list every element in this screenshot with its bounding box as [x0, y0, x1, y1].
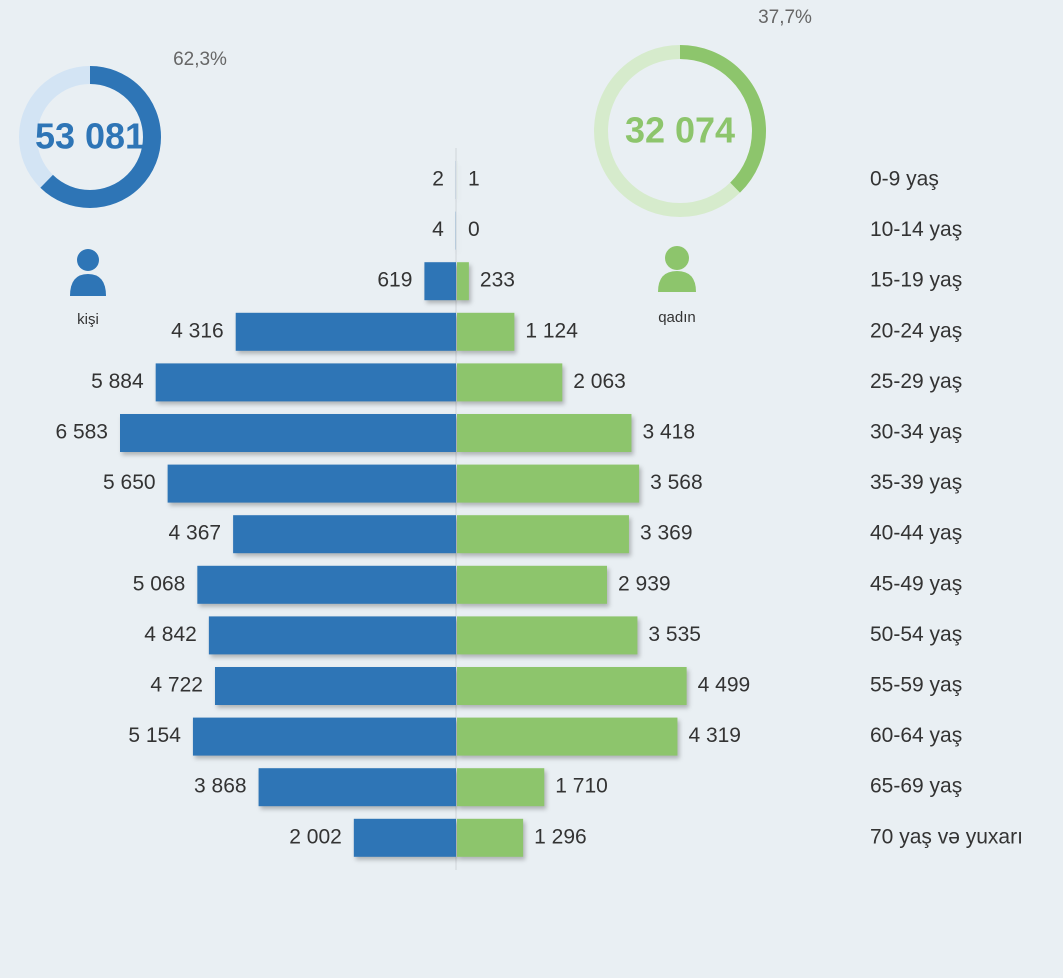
value-label: 619	[377, 269, 412, 292]
value-label: 2 939	[618, 572, 671, 595]
value-label: 4 842	[144, 623, 197, 646]
bar	[214, 667, 456, 705]
value-label: 5 154	[128, 724, 181, 747]
value-label: 4 722	[150, 674, 203, 697]
category-label: 40-44 yaş	[870, 522, 962, 545]
value-label: 2	[432, 168, 444, 191]
bar	[457, 717, 678, 756]
value-label: 3 369	[640, 522, 693, 545]
category-label: 60-64 yaş	[870, 724, 962, 747]
category-label: 15-19 yaş	[870, 269, 962, 292]
bar	[424, 262, 456, 301]
bar	[457, 667, 687, 705]
value-label: 233	[480, 269, 515, 292]
value-label: 6 583	[55, 421, 108, 444]
value-label: 1	[468, 168, 480, 191]
share-label: 37,7%	[758, 7, 812, 28]
category-label: 35-39 yaş	[870, 471, 962, 494]
category-label: 45-49 yaş	[870, 572, 962, 595]
value-label: 5 650	[103, 471, 156, 494]
category-label: 55-59 yaş	[870, 674, 962, 697]
bar	[457, 312, 515, 351]
bar	[155, 363, 456, 402]
value-label: 4 367	[169, 522, 222, 545]
bar	[197, 565, 456, 604]
legend-label: qadın	[658, 309, 696, 326]
donut-arc	[19, 66, 161, 208]
share-label: 62,3%	[173, 49, 227, 70]
value-label: 2 002	[289, 825, 342, 848]
bar	[353, 818, 456, 857]
bar	[457, 464, 640, 503]
value-label: 3 568	[650, 471, 703, 494]
category-label: 30-34 yaş	[870, 421, 962, 444]
bar	[258, 768, 456, 807]
value-label: 1 124	[525, 319, 578, 342]
value-label: 5 068	[133, 572, 186, 595]
female-icon	[658, 246, 696, 292]
value-label: 2 063	[573, 370, 626, 393]
bar	[235, 312, 456, 351]
bar	[120, 414, 456, 452]
category-label: 65-69 yaş	[870, 775, 962, 798]
value-label: 5 884	[91, 370, 144, 393]
bar	[167, 464, 456, 503]
value-label: 4 316	[171, 319, 224, 342]
value-label: 3 535	[648, 623, 701, 646]
category-label: 0-9 yaş	[870, 168, 939, 191]
value-label: 3 868	[194, 775, 247, 798]
bar	[192, 717, 457, 756]
legend-label: kişi	[77, 311, 99, 328]
value-label: 1 296	[534, 825, 587, 848]
male-icon	[70, 249, 106, 296]
bar	[457, 414, 632, 452]
bar	[457, 768, 545, 807]
value-label: 4	[432, 218, 444, 241]
bar	[233, 515, 456, 554]
bar	[457, 565, 608, 604]
category-label: 50-54 yaş	[870, 623, 962, 646]
bar	[457, 616, 638, 655]
category-label: 10-14 yaş	[870, 218, 962, 241]
category-label: 25-29 yaş	[870, 370, 962, 393]
bar	[457, 515, 629, 554]
bar	[457, 262, 469, 301]
value-label: 0	[468, 218, 480, 241]
total-label: 32 074	[625, 110, 735, 151]
category-label: 70 yaş və yuxarı	[870, 825, 1023, 848]
value-label: 1 710	[555, 775, 608, 798]
bar	[457, 363, 563, 402]
donut-arc	[594, 45, 766, 217]
total-label: 53 081	[35, 116, 145, 157]
value-label: 4 319	[688, 724, 741, 747]
bar	[208, 616, 456, 655]
value-label: 3 418	[642, 421, 695, 444]
category-label: 20-24 yaş	[870, 319, 962, 342]
bar	[457, 818, 524, 857]
value-label: 4 499	[698, 674, 751, 697]
